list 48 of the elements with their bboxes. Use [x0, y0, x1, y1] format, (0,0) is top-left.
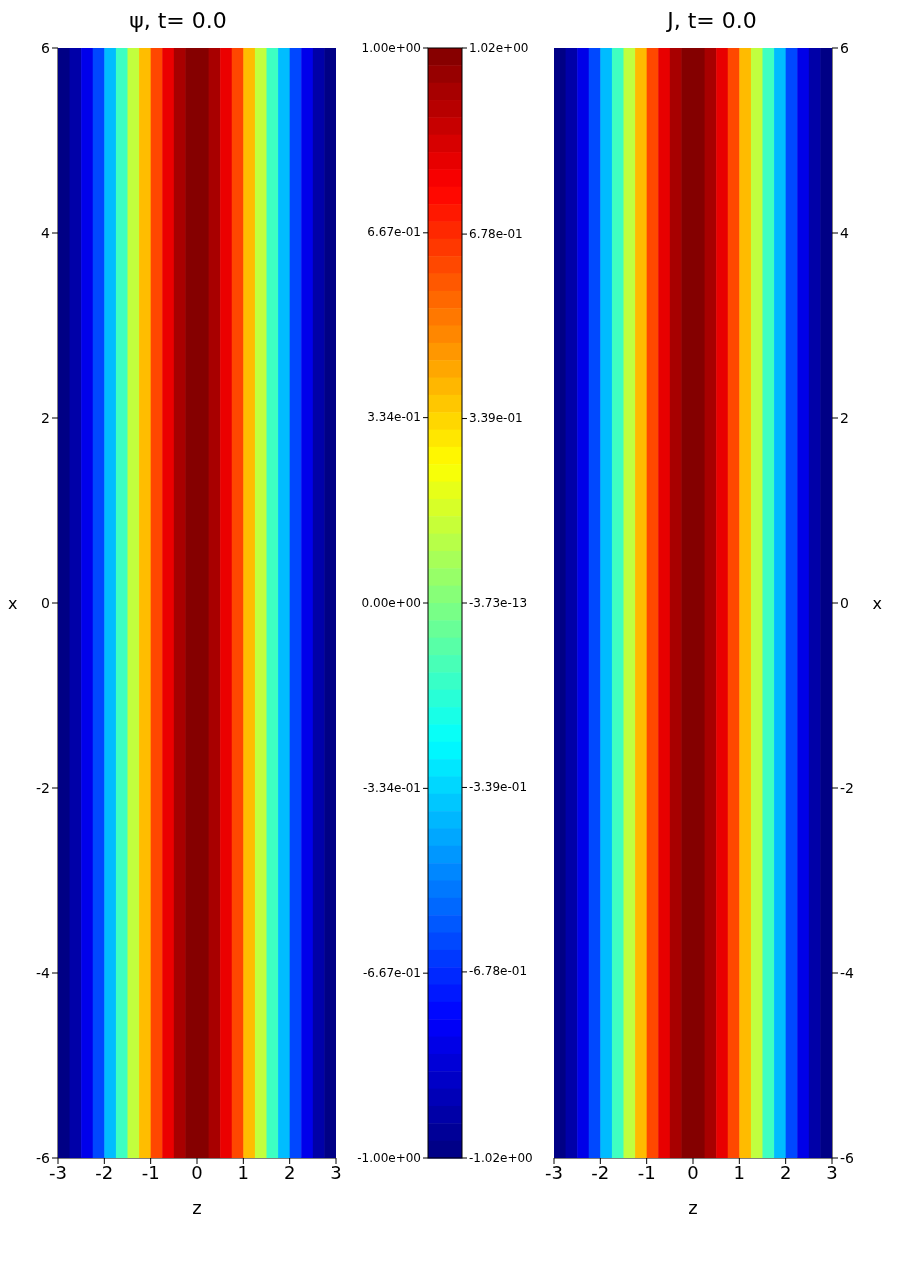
y-tick-label: 4: [41, 224, 51, 241]
color-bar-label: -3.39e-01: [469, 779, 528, 794]
x-tick-label: -1: [637, 1161, 656, 1183]
color-bar-label: -1.00e+00: [357, 1150, 421, 1165]
color-bar-label: 1.02e+00: [469, 40, 529, 55]
y-tick-label: -2: [36, 779, 50, 796]
x-tick-label: -3: [545, 1161, 563, 1183]
y-tick-label: -4: [840, 964, 855, 981]
x-tick-label: 1: [733, 1161, 746, 1183]
x-tick-label: 2: [779, 1161, 792, 1183]
x-tick-label: -1: [141, 1161, 160, 1183]
color-bar-label: 0.00e+00: [361, 595, 421, 610]
y-tick-label: 4: [840, 224, 849, 241]
y-tick-label: -6: [840, 1149, 855, 1166]
x-axis-title: z: [192, 1197, 202, 1218]
x-tick-label: 3: [330, 1161, 342, 1183]
color-bar-label: -6.78e-01: [469, 964, 528, 979]
y-tick-label: 0: [840, 594, 849, 611]
color-bar-label: -6.67e-01: [362, 965, 421, 980]
x-tick-label: -3: [49, 1161, 67, 1183]
y-axis-title: x: [872, 593, 882, 613]
x-axis-title: z: [688, 1197, 698, 1218]
chart-title: J, t= 0.0: [665, 8, 758, 35]
color-bar-label: -3.34e-01: [362, 780, 421, 795]
x-tick-label: 3: [826, 1161, 838, 1183]
x-tick-label: -2: [591, 1161, 610, 1183]
color-bar-label: 3.34e-01: [367, 410, 421, 425]
x-tick-label: 2: [283, 1161, 296, 1183]
x-tick-label: 0: [191, 1161, 203, 1183]
y-tick-label: 6: [41, 39, 51, 56]
color-bar-label: 3.39e-01: [469, 411, 523, 426]
y-tick-label: 2: [41, 409, 50, 426]
y-tick-label: 0: [41, 594, 50, 611]
color-bar-label: -3.73e-13: [469, 595, 528, 610]
x-tick-label: 1: [237, 1161, 250, 1183]
color-bar-label: 1.00e+00: [361, 40, 421, 55]
y-tick-label: 2: [840, 409, 849, 426]
y-tick-label: -2: [840, 779, 854, 796]
color-bar-label: 6.78e-01: [469, 226, 523, 241]
x-tick-label: -2: [95, 1161, 114, 1183]
color-bar-label: -1.02e+00: [469, 1150, 533, 1165]
y-tick-label: -6: [36, 1149, 51, 1166]
x-tick-label: 0: [687, 1161, 699, 1183]
y-axis-title: x: [8, 593, 18, 613]
y-tick-label: -4: [36, 964, 51, 981]
color-bar-label: 6.67e-01: [367, 225, 421, 240]
chart-title: ψ, t= 0.0: [128, 8, 228, 35]
y-tick-label: 6: [840, 39, 849, 56]
